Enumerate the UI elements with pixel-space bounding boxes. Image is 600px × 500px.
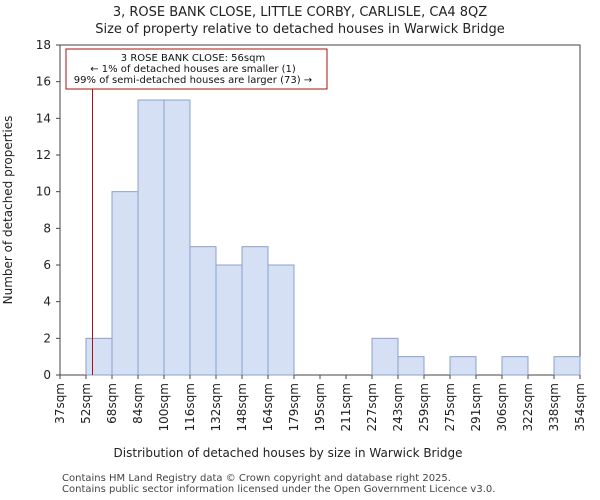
histogram-bar <box>85 337 113 376</box>
y-axis-label: Number of detached properties <box>1 116 15 305</box>
x-tick-label: 322sqm <box>521 383 535 431</box>
histogram-bar <box>371 337 399 376</box>
histogram-bar <box>215 264 243 376</box>
y-tick-label: 2 <box>43 331 51 345</box>
x-tick-label: 291sqm <box>469 383 483 431</box>
x-tick-label: 243sqm <box>391 383 405 431</box>
x-tick-label: 227sqm <box>365 383 379 431</box>
x-tick-label: 179sqm <box>287 383 301 431</box>
annotation-line3: 99% of semi-detached houses are larger (… <box>74 75 312 86</box>
x-tick-label: 211sqm <box>339 383 353 431</box>
histogram-bar <box>189 246 217 376</box>
histogram-bar <box>241 246 269 376</box>
x-tick-label: 116sqm <box>183 383 197 431</box>
chart-subtitle: Size of property relative to detached ho… <box>95 22 505 37</box>
histogram-bar <box>397 356 425 376</box>
y-tick-label: 10 <box>36 185 51 199</box>
x-tick-label: 100sqm <box>157 383 171 431</box>
x-tick-label: 354sqm <box>573 383 587 431</box>
histogram-bar <box>553 356 581 376</box>
y-tick-label: 6 <box>43 258 51 272</box>
x-tick-label: 84sqm <box>131 383 145 424</box>
annotation-line1: 3 ROSE BANK CLOSE: 56sqm <box>121 53 265 64</box>
histogram-bar <box>163 99 191 376</box>
x-tick-label: 52sqm <box>79 383 93 424</box>
x-tick-label: 68sqm <box>105 383 119 424</box>
histogram-bar <box>267 264 295 376</box>
y-tick-label: 18 <box>36 38 51 52</box>
y-tick-label: 12 <box>36 148 51 162</box>
x-tick-label: 338sqm <box>547 383 561 431</box>
y-tick-label: 4 <box>43 295 51 309</box>
y-tick-label: 8 <box>43 221 51 235</box>
annotation-frame <box>65 48 328 90</box>
histogram-bar <box>501 356 529 376</box>
x-axis-label: Distribution of detached houses by size … <box>114 446 463 460</box>
annotation-line2: ← 1% of detached houses are smaller (1) <box>90 64 296 75</box>
footer-line-1: Contains HM Land Registry data © Crown c… <box>62 473 451 484</box>
x-tick-label: 195sqm <box>313 383 327 431</box>
annotation-box: 3 ROSE BANK CLOSE: 56sqm ← 1% of detache… <box>65 48 328 90</box>
histogram-bar <box>137 99 165 376</box>
histogram-bar <box>449 356 477 376</box>
x-tick-label: 164sqm <box>261 383 275 431</box>
chart-title: 3, ROSE BANK CLOSE, LITTLE CORBY, CARLIS… <box>113 5 487 20</box>
histogram-bar <box>111 191 139 376</box>
x-tick-label: 275sqm <box>443 383 457 431</box>
y-tick-label: 16 <box>36 75 51 89</box>
footer-line-2: Contains public sector information licen… <box>62 484 496 495</box>
y-tick-label: 0 <box>43 368 51 382</box>
x-tick-label: 37sqm <box>53 383 67 424</box>
y-tick-label: 14 <box>36 111 51 125</box>
x-tick-label: 132sqm <box>209 383 223 431</box>
x-tick-label: 148sqm <box>235 383 249 431</box>
x-tick-label: 259sqm <box>417 383 431 431</box>
x-tick-label: 306sqm <box>495 383 509 431</box>
